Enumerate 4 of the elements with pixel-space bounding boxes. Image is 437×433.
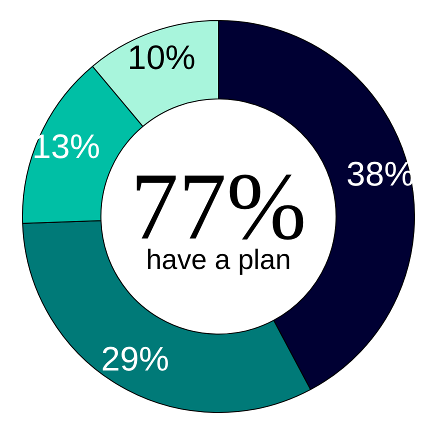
data-label: 13% — [32, 128, 100, 166]
text: have a plan — [146, 244, 291, 276]
data-label: 29% — [101, 340, 170, 378]
data-label: 10% — [127, 39, 196, 78]
